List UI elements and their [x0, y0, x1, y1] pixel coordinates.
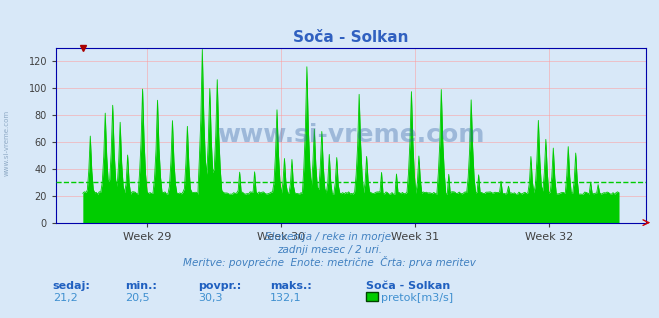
Text: pretok[m3/s]: pretok[m3/s] [381, 293, 453, 302]
Text: www.si-vreme.com: www.si-vreme.com [217, 123, 484, 147]
Text: 21,2: 21,2 [53, 293, 78, 302]
Text: min.:: min.: [125, 281, 157, 291]
Text: zadnji mesec / 2 uri.: zadnji mesec / 2 uri. [277, 245, 382, 255]
Text: povpr.:: povpr.: [198, 281, 241, 291]
Text: Soča - Solkan: Soča - Solkan [366, 281, 450, 291]
Text: sedaj:: sedaj: [53, 281, 90, 291]
Text: www.si-vreme.com: www.si-vreme.com [3, 110, 9, 176]
Text: Slovenija / reke in morje.: Slovenija / reke in morje. [265, 232, 394, 242]
Text: 132,1: 132,1 [270, 293, 302, 302]
Text: 30,3: 30,3 [198, 293, 222, 302]
Text: maks.:: maks.: [270, 281, 312, 291]
Title: Soča - Solkan: Soča - Solkan [293, 30, 409, 45]
Text: Meritve: povprečne  Enote: metrične  Črta: prva meritev: Meritve: povprečne Enote: metrične Črta:… [183, 256, 476, 267]
Text: 20,5: 20,5 [125, 293, 150, 302]
